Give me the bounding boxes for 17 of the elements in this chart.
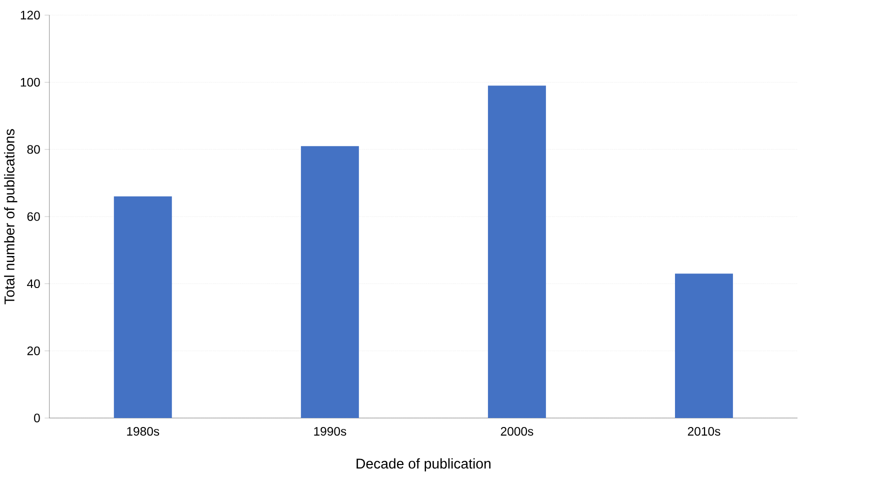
x-tick-label: 1990s xyxy=(314,426,346,436)
y-tick-label: 0 xyxy=(34,414,40,422)
x-tick-label: 2000s xyxy=(500,426,534,436)
bar xyxy=(488,85,546,418)
y-tick-label: 20 xyxy=(27,346,40,356)
y-tick-label: 60 xyxy=(27,212,40,221)
x-tick-label: 2010s xyxy=(688,426,720,436)
bar xyxy=(114,196,172,418)
x-axis-title: Decade of publication xyxy=(356,458,490,472)
y-tick-label: 40 xyxy=(27,279,40,288)
y-axis-title: Total number of publications xyxy=(4,128,18,304)
y-tick-label: 100 xyxy=(20,78,40,86)
bar xyxy=(674,273,733,418)
y-tick-label: 80 xyxy=(27,144,40,154)
bar xyxy=(300,146,359,418)
y-tick-label: 120 xyxy=(20,10,40,20)
x-tick-label: 1980s xyxy=(127,426,160,436)
